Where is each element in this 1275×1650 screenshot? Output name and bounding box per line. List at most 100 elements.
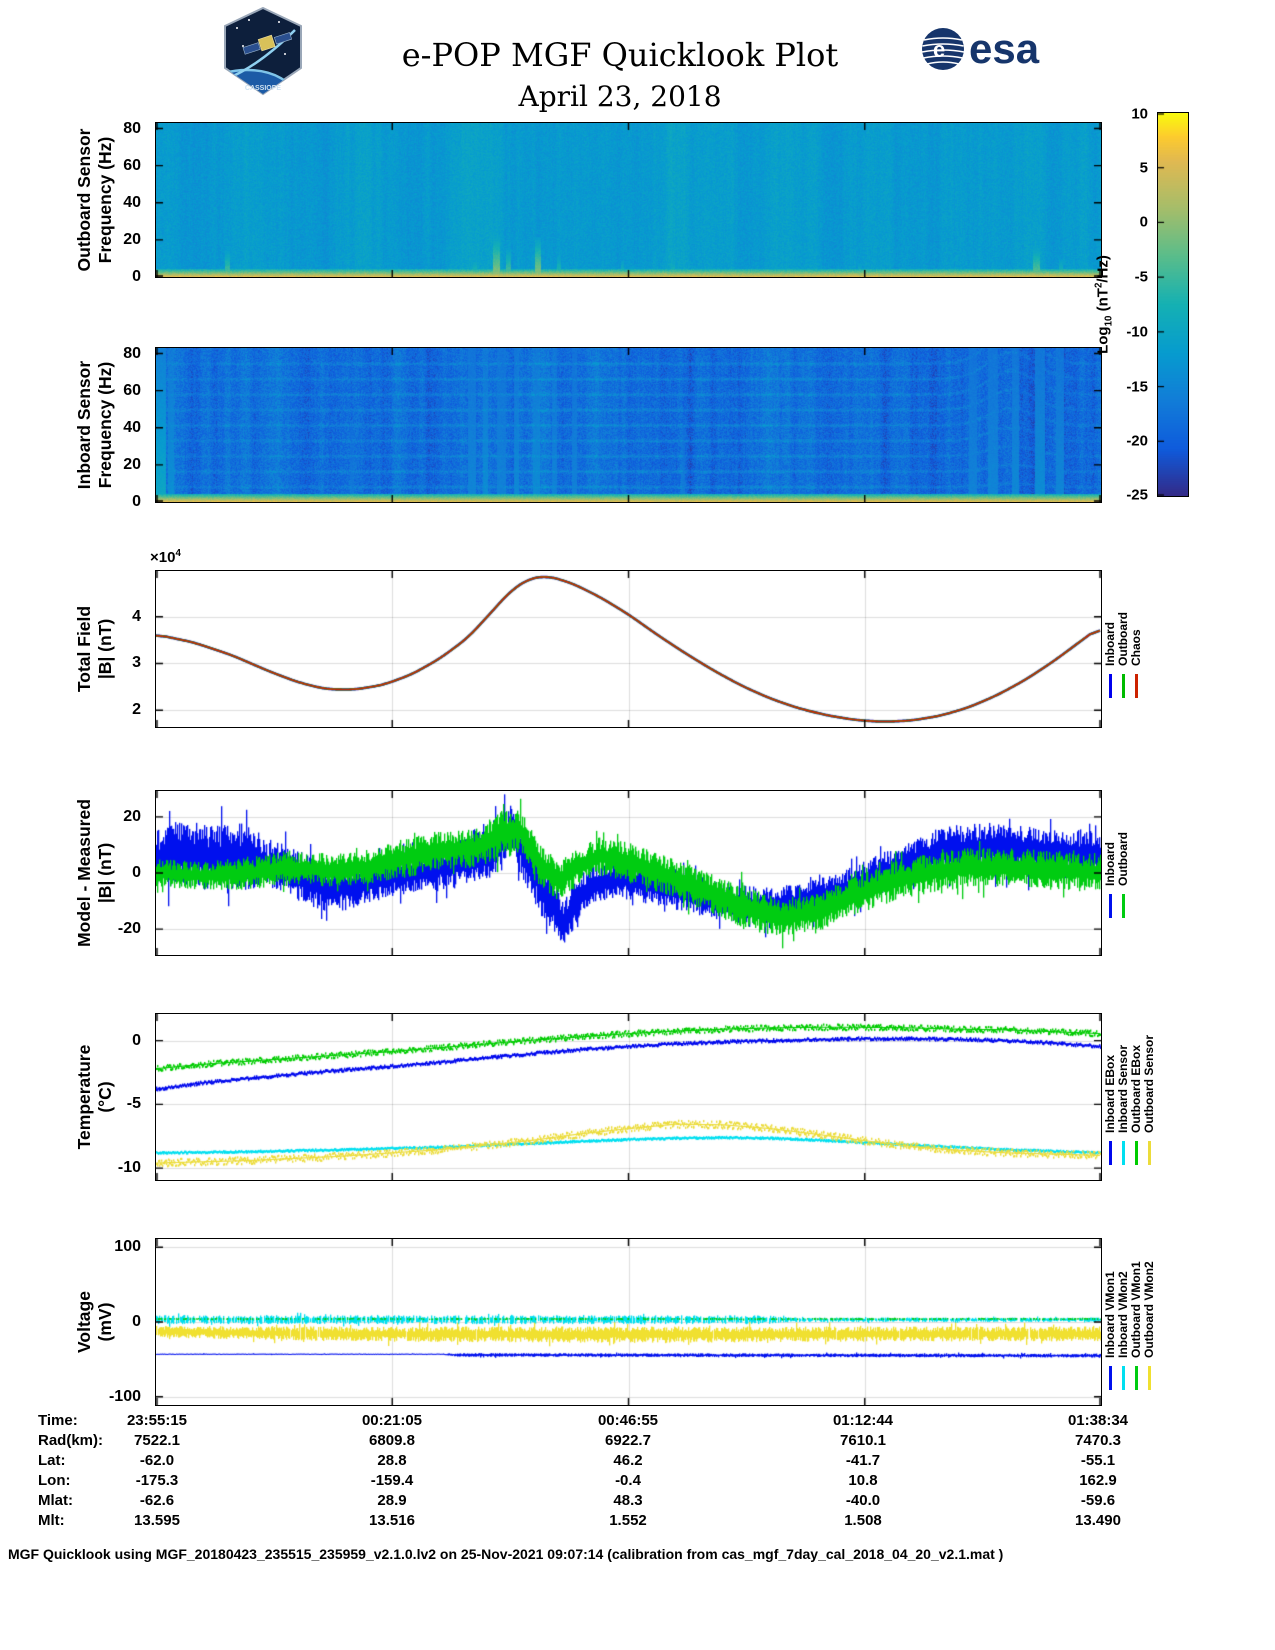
legend-item: Outboard: [1116, 574, 1130, 698]
table-cell: 1.552: [609, 1512, 647, 1529]
legend-label: Inboard EBox: [1103, 1054, 1117, 1133]
legend-label: Inboard: [1103, 622, 1117, 666]
legend-line-sample: [1147, 1366, 1151, 1390]
legend-item: Inboard EBox: [1103, 1015, 1117, 1165]
legend-item: Outboard: [1116, 794, 1130, 918]
table-cell: -55.1: [1080, 1452, 1116, 1469]
table-cell: 13.490: [1075, 1512, 1121, 1529]
outboard-spectrogram-plot: [155, 122, 1102, 278]
legend-label: Outboard Sensor: [1142, 1034, 1156, 1133]
legend-line-sample: [1121, 674, 1125, 698]
legend-label: Inboard VMon1: [1103, 1271, 1117, 1358]
voltage-ytick-labels: -100 0 100: [0, 1238, 149, 1406]
voltage-plot: [155, 1238, 1102, 1406]
legend-label: Outboard: [1116, 832, 1130, 886]
table-cell: 10.8: [848, 1472, 878, 1489]
y-tick-label: -100: [108, 1387, 141, 1405]
y-tick-label: -20: [117, 920, 141, 938]
table-cell: 13.595: [134, 1512, 180, 1529]
y-tick-label: 0: [132, 493, 141, 510]
y-tick-label: -5: [126, 1095, 141, 1113]
legend-label: Inboard VMon2: [1116, 1271, 1130, 1358]
table-cell: -62.0: [139, 1452, 175, 1469]
ephemeris-table: Time: 23:55:15 00:21:05 00:46:55 01:12:44 01:…: [0, 1412, 1275, 1537]
legend-item: Inboard VMon1: [1103, 1240, 1117, 1390]
inboard-spectrogram-plot: [155, 347, 1102, 503]
esa-wordmark: esa: [969, 25, 1040, 72]
legend-line-sample: [1108, 894, 1112, 918]
table-cell: 28.8: [377, 1452, 407, 1469]
y-tick-label: 20: [123, 807, 141, 825]
temperature-legend: Inboard EBox Inboard Sensor Outboard EBo…: [1103, 1015, 1156, 1165]
table-row-label: Lat:: [38, 1452, 66, 1469]
colorbar-canvas: [1158, 113, 1188, 496]
table-row-label: Time:: [38, 1412, 78, 1429]
y-tick-label: 20: [123, 230, 141, 248]
table-cell: 1.508: [844, 1512, 882, 1529]
table-cell: 28.9: [377, 1492, 407, 1509]
colorbar-tick-label: -5: [1134, 268, 1148, 286]
figure-date: April 23, 2018: [518, 80, 722, 113]
y-tick-label: 40: [123, 193, 141, 211]
table-cell: -62.6: [139, 1492, 175, 1509]
table-cell: 00:46:55: [597, 1412, 659, 1429]
temperature-plot: [155, 1013, 1102, 1181]
legend-item: Outboard Sensor: [1142, 1015, 1156, 1165]
table-cell: -0.4: [615, 1472, 641, 1489]
y-tick-label: 4: [132, 607, 141, 625]
table-cell: -159.4: [370, 1472, 414, 1489]
esa-globe-letter: e: [933, 37, 945, 62]
total-field-legend: Inboard Outboard Chaos: [1103, 574, 1143, 698]
y-tick-label: 40: [123, 418, 141, 436]
model-measured-panel: Model - Measured |B| (nT) -20 0 20 Inboard…: [0, 790, 1275, 956]
esa-globe-icon: e: [921, 28, 965, 70]
inboard-spectrogram-canvas: [156, 348, 1101, 502]
y-tick-label: 80: [123, 344, 141, 362]
table-cell: -175.3: [135, 1472, 179, 1489]
table-cell: 7470.3: [1075, 1432, 1121, 1449]
legend-item: Outboard VMon2: [1142, 1240, 1156, 1390]
colorbar-tick-label: -20: [1126, 432, 1148, 450]
legend-line-sample: [1134, 674, 1138, 698]
colorbar: [1157, 112, 1189, 497]
legend-item: Outboard EBox: [1129, 1015, 1143, 1165]
table-cell: 48.3: [613, 1492, 643, 1509]
table-cell: 13.516: [369, 1512, 415, 1529]
legend-line-sample: [1121, 1141, 1125, 1165]
legend-label: Outboard: [1116, 612, 1130, 666]
table-cell: 7522.1: [134, 1432, 180, 1449]
table-cell: 7610.1: [840, 1432, 886, 1449]
model-measured-canvas: [156, 791, 1101, 955]
patch-text: CASSIOPE: [245, 85, 282, 92]
model-measured-legend: Inboard Outboard: [1103, 794, 1130, 918]
table-cell: 01:38:34: [1067, 1412, 1129, 1429]
legend-line-sample: [1134, 1141, 1138, 1165]
legend-item: Outboard VMon1: [1129, 1240, 1143, 1390]
temperature-panel: Temperature (°C) 0 -5 -10 Inboard EBox Inb…: [0, 1013, 1275, 1181]
page-title: e-POP MGF Quicklook Plot: [401, 36, 839, 74]
legend-line-sample: [1134, 1366, 1138, 1390]
footer-caption: MGF Quicklook using MGF_20180423_235515_…: [8, 1546, 1004, 1562]
temperature-canvas: [156, 1014, 1101, 1180]
legend-line-sample: [1108, 674, 1112, 698]
colorbar-tick-label: 0: [1139, 213, 1148, 231]
cassiope-mission-patch: CASSIOPE: [219, 6, 307, 101]
outboard-spectrogram-panel: Outboard Sensor Frequency (Hz) 0 20 40 60 80: [0, 120, 1275, 285]
y-tick-label: 60: [123, 381, 141, 399]
table-cell: 6922.7: [605, 1432, 651, 1449]
inboard-spectrogram-panel: Inboard Sensor Frequency (Hz) 0 20 40 60 80: [0, 344, 1275, 510]
table-cell: 162.9: [1079, 1472, 1117, 1489]
legend-line-sample: [1108, 1366, 1112, 1390]
table-row-label: Mlat:: [38, 1492, 73, 1509]
y-tick-label: 3: [132, 654, 141, 672]
table-cell: 46.2: [613, 1452, 643, 1469]
table-cell: -41.7: [845, 1452, 881, 1469]
voltage-legend: Inboard VMon1 Inboard VMon2 Outboard VMo…: [1103, 1240, 1156, 1390]
table-cell: 00:21:05: [361, 1412, 423, 1429]
legend-item: Chaos: [1129, 574, 1143, 698]
model-measured-plot: [155, 790, 1102, 956]
legend-line-sample: [1121, 894, 1125, 918]
legend-item: Inboard VMon2: [1116, 1240, 1130, 1390]
voltage-canvas: [156, 1239, 1101, 1405]
